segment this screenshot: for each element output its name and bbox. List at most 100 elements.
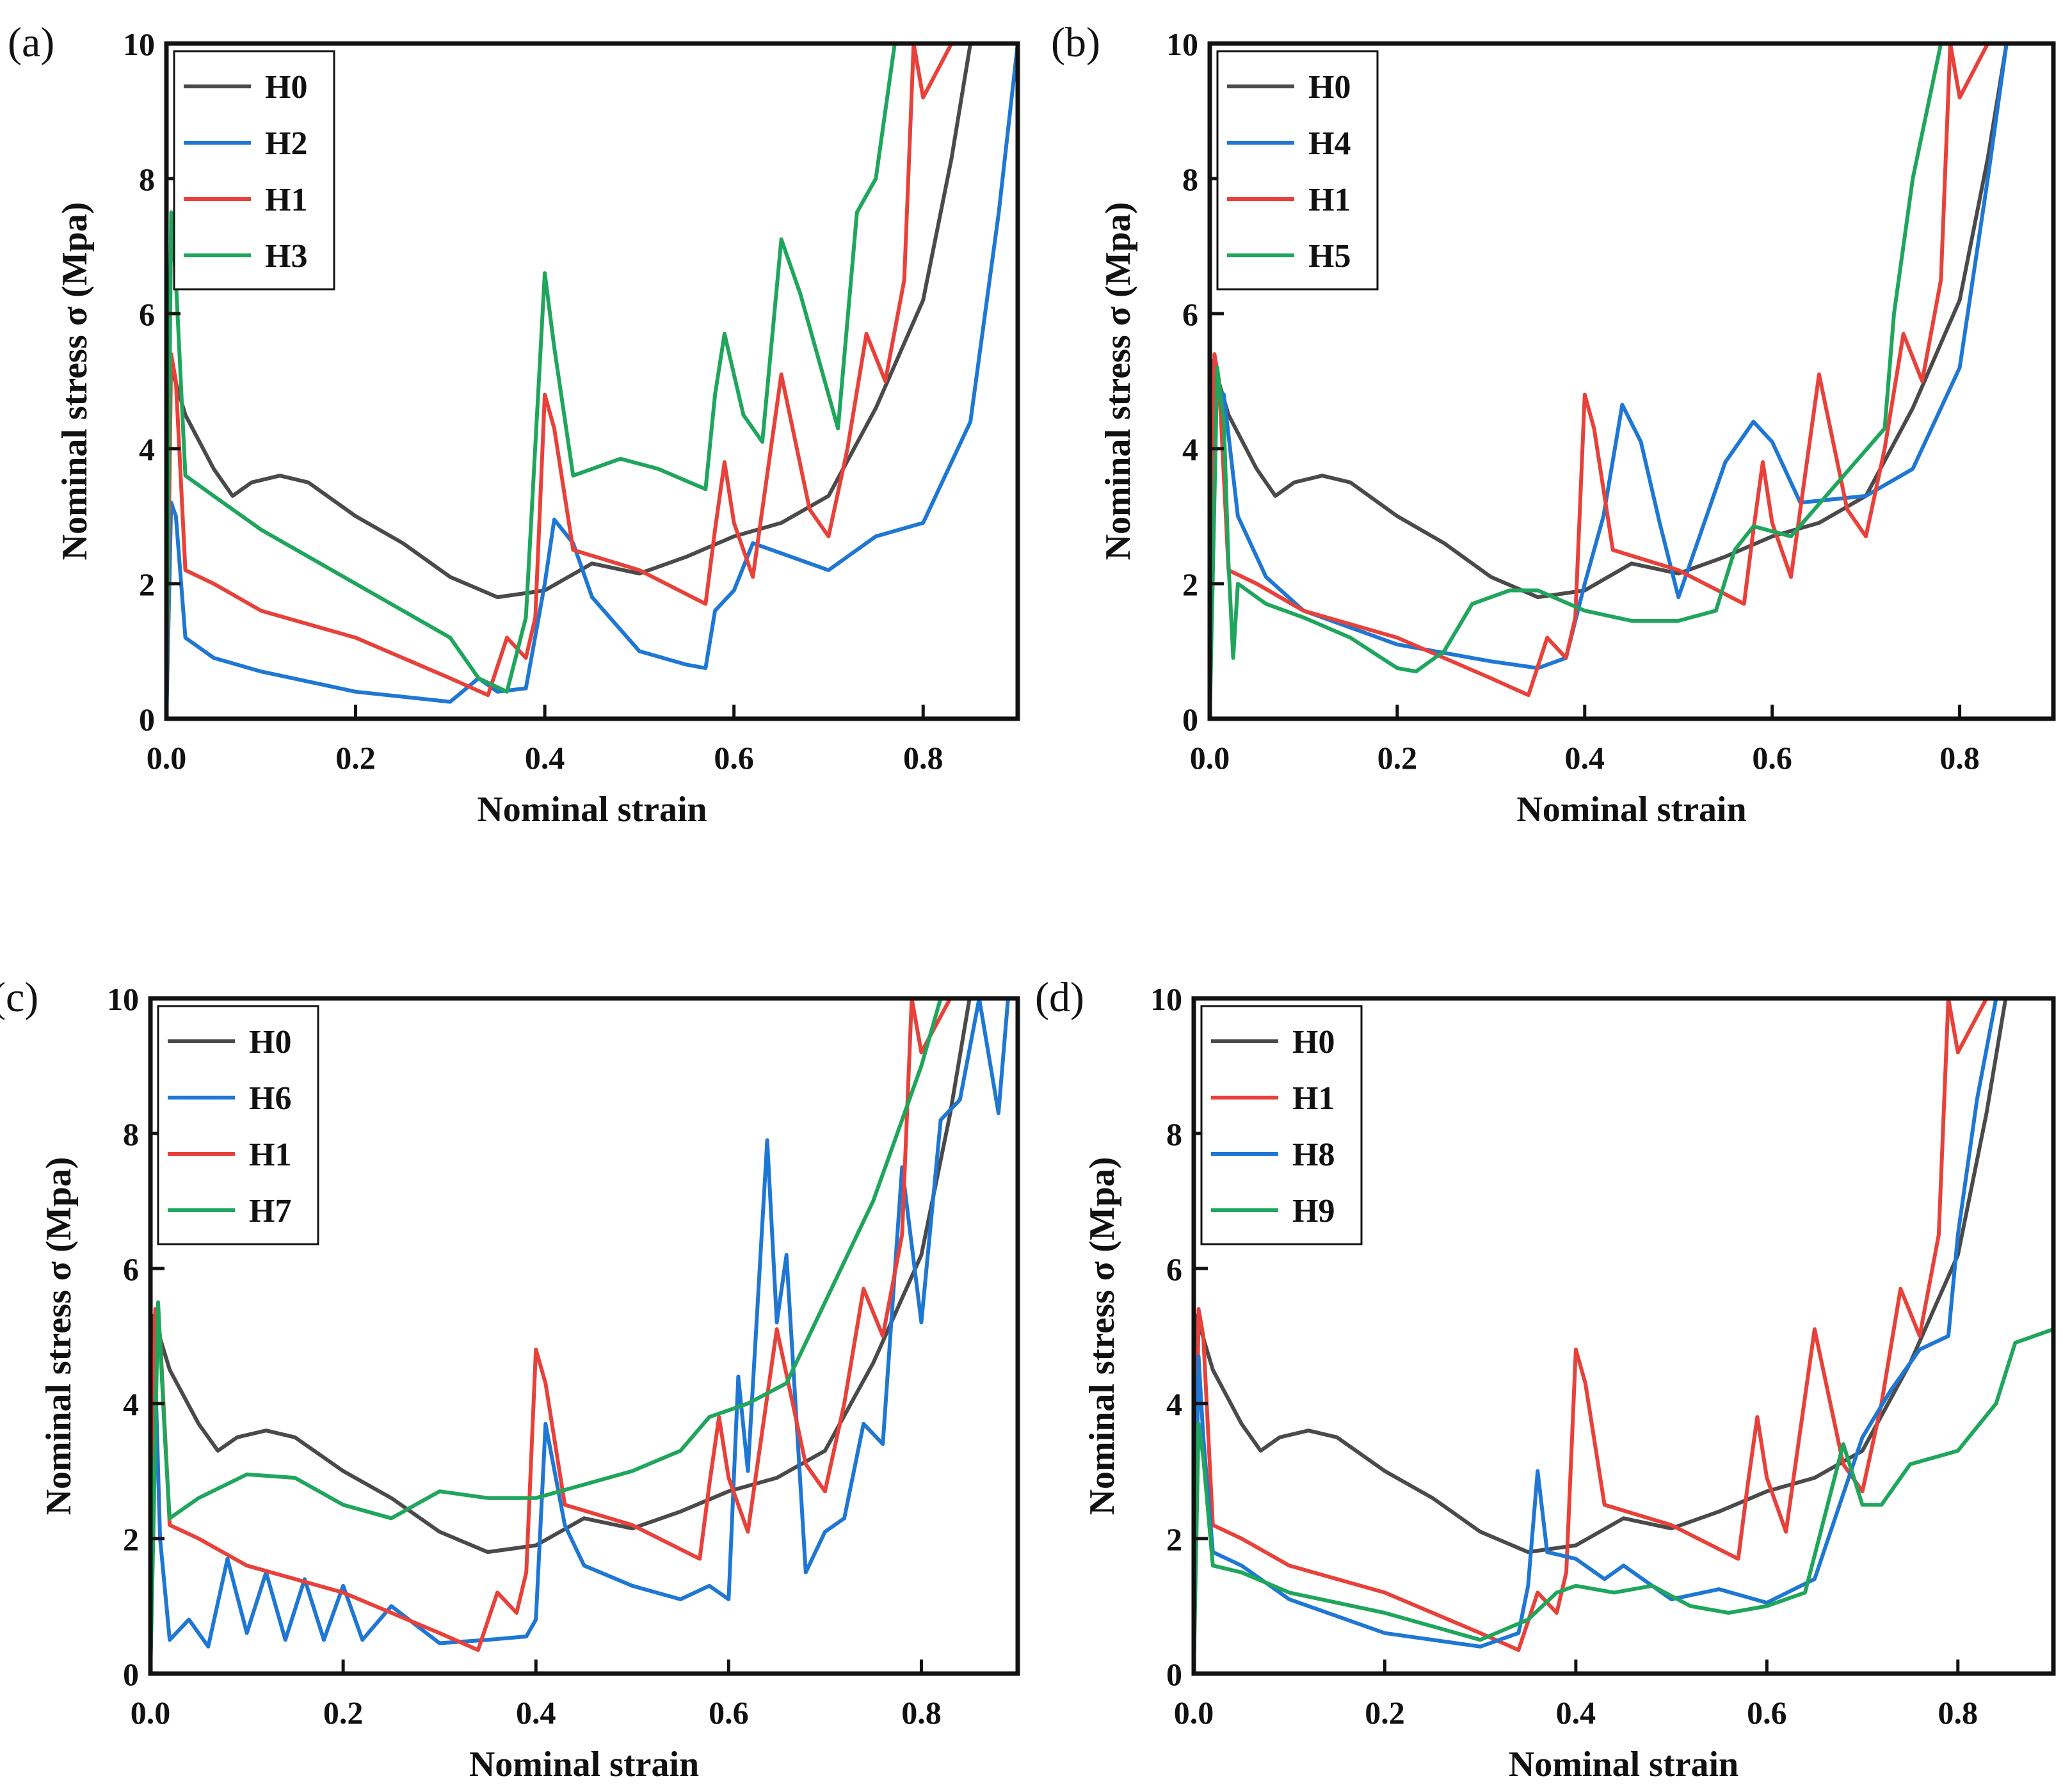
y-tick-label: 10: [1150, 981, 1182, 1017]
x-tick-label: 0.0: [131, 1695, 171, 1731]
y-tick-label: 6: [123, 1251, 139, 1287]
legend-label-h0: H0: [249, 1024, 291, 1060]
y-axis-label: Nominal stress σ (Mpa): [39, 1157, 79, 1516]
plot-frame: [164, 41, 1020, 721]
legend: H0 H4 H1 H5: [1216, 50, 1379, 291]
legend-label-h1: H1: [265, 182, 307, 218]
legend-label-h1: H1: [1292, 1080, 1335, 1117]
y-axis-label: Nominal stress σ (Mpa): [1082, 1157, 1122, 1516]
x-tick-label: 0.4: [1556, 1695, 1596, 1731]
x-tick-label: 0.8: [1938, 1695, 1979, 1731]
legend-label-h1: H1: [1308, 182, 1351, 218]
panel-label: (b): [1051, 19, 1100, 66]
y-tick-label: 0: [123, 1656, 139, 1692]
legend-label-h5: H5: [1308, 238, 1351, 275]
y-tick-label: 2: [123, 1521, 139, 1557]
x-tick-label: 0.6: [709, 1695, 749, 1731]
plot-frame: [1207, 41, 2056, 721]
panel-label: (c): [0, 974, 38, 1021]
legend-label-h8: H8: [1292, 1137, 1335, 1173]
y-tick-label: 10: [107, 981, 139, 1017]
x-tick-label: 0.6: [1747, 1695, 1787, 1731]
y-tick-label: 10: [123, 26, 155, 62]
y-axis-label: Nominal stress σ (Mpa): [55, 202, 95, 561]
panel-label: (a): [8, 19, 54, 66]
series-group: [166, 44, 1018, 719]
y-tick-label: 4: [1182, 431, 1198, 467]
legend-label-h0: H0: [1292, 1024, 1335, 1060]
x-tick-label: 0.8: [1939, 740, 1980, 776]
chart-panel-1: 0.0 0.2 0.4 0.6 0.8 0 2 4 6 8 10 Nominal strain Nomi…: [1051, 19, 2056, 829]
y-tick-label: 6: [1166, 1251, 1182, 1287]
chart-panel-0: 0.0 0.2 0.4 0.6 0.8 0 2 4 6 8 10 Nominal strain Nomi…: [8, 19, 1020, 829]
legend-box: [173, 50, 335, 291]
chart-panel-3: 0.0 0.2 0.4 0.6 0.8 0 2 4 6 8 10 Nominal strain Nomi…: [1035, 974, 2056, 1784]
y-tick-label: 8: [123, 1116, 139, 1152]
x-axis-label: Nominal strain: [469, 1745, 699, 1784]
y-tick-label: 8: [1182, 161, 1198, 197]
x-tick-label: 0.4: [516, 1695, 556, 1731]
series-group: [1194, 998, 2053, 1674]
plot-frame: [1191, 996, 2056, 1676]
series-line-h5: [1210, 44, 1943, 719]
chart-panel-2: 0.0 0.2 0.4 0.6 0.8 0 2 4 6 8 10 Nominal strain Nomi…: [0, 974, 1020, 1784]
x-tick-label: 0.0: [1190, 740, 1230, 776]
x-tick-label: 0.2: [1377, 740, 1418, 776]
x-tick-label: 0.8: [901, 1695, 942, 1731]
series-line-h1: [150, 998, 952, 1674]
legend-box: [157, 1005, 319, 1245]
x-tick-label: 0.4: [525, 740, 565, 776]
y-tick-label: 4: [139, 431, 155, 467]
legend-label-h1: H1: [249, 1137, 291, 1173]
legend-label-h0: H0: [265, 69, 307, 106]
legend-label-h9: H9: [1292, 1193, 1335, 1229]
series-group: [1210, 44, 2009, 719]
x-tick-label: 0.0: [1174, 1695, 1214, 1731]
legend-label-h4: H4: [1308, 125, 1351, 162]
legend: H0 H1 H8 H9: [1200, 1005, 1363, 1245]
y-tick-label: 0: [139, 701, 155, 737]
y-axis-label: Nominal stress σ (Mpa): [1098, 202, 1138, 561]
legend-label-h0: H0: [1308, 69, 1351, 106]
legend-label-h2: H2: [265, 125, 307, 162]
series-line-h4: [1210, 44, 2009, 719]
y-tick-label: 8: [1166, 1116, 1182, 1152]
series-group: [150, 998, 1010, 1674]
y-tick-label: 0: [1166, 1656, 1182, 1692]
x-tick-label: 0.8: [903, 740, 943, 776]
series-line-h9: [1194, 1327, 2053, 1674]
y-tick-label: 10: [1166, 26, 1198, 62]
y-tick-label: 4: [123, 1386, 139, 1422]
panel-label: (d): [1035, 974, 1084, 1021]
x-axis-label: Nominal strain: [1509, 1745, 1738, 1784]
y-tick-label: 0: [1182, 701, 1198, 737]
x-tick-label: 0.4: [1565, 740, 1605, 776]
series-line-h1: [1210, 44, 1990, 719]
legend-box: [1216, 50, 1379, 291]
y-tick-label: 2: [1166, 1521, 1182, 1557]
x-tick-label: 0.2: [323, 1695, 364, 1731]
x-tick-label: 0.0: [147, 740, 187, 776]
series-line-h1: [166, 44, 954, 719]
series-line-h8: [1194, 998, 1998, 1674]
series-line-h7: [150, 998, 943, 1674]
legend-label-h6: H6: [249, 1080, 291, 1117]
legend-box: [1200, 1005, 1363, 1245]
x-tick-label: 0.6: [1752, 740, 1792, 776]
x-tick-label: 0.2: [335, 740, 376, 776]
legend: H0 H2 H1 H3: [173, 50, 335, 291]
x-axis-label: Nominal strain: [477, 790, 707, 829]
legend-label-h3: H3: [265, 238, 307, 275]
x-tick-label: 0.2: [1365, 1695, 1405, 1731]
series-line-h3: [166, 44, 897, 719]
y-tick-label: 2: [1182, 566, 1198, 602]
y-tick-label: 4: [1166, 1386, 1182, 1422]
legend: H0 H6 H1 H7: [157, 1005, 319, 1245]
y-tick-label: 6: [1182, 296, 1198, 332]
y-tick-label: 8: [139, 161, 155, 197]
y-tick-label: 2: [139, 566, 155, 602]
x-axis-label: Nominal strain: [1516, 790, 1746, 829]
series-line-h1: [1194, 998, 1989, 1674]
y-tick-label: 6: [139, 296, 155, 332]
